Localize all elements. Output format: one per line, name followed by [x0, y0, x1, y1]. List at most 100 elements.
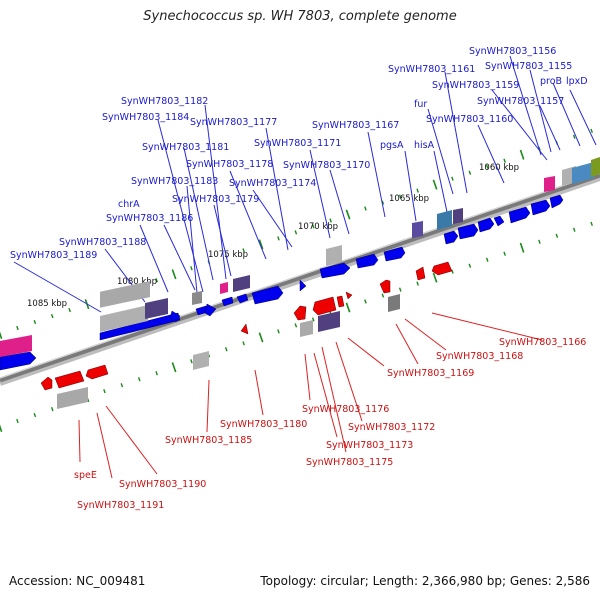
gene-label[interactable]: SynWH7803_1169: [387, 368, 474, 379]
purple-feature-block[interactable]: [318, 311, 340, 332]
gray-feature-block[interactable]: [193, 351, 209, 370]
gene-label[interactable]: SynWH7803_1171: [254, 138, 341, 149]
gene-arrow[interactable]: [236, 293, 249, 304]
scale-tick: [432, 179, 438, 190]
gene-label[interactable]: SynWH7803_1170: [283, 160, 370, 171]
gene-arrow[interactable]: [508, 206, 531, 224]
gene-label[interactable]: SynWH7803_1176: [302, 404, 389, 415]
magenta-feature-block[interactable]: [544, 176, 555, 192]
gene-label[interactable]: SynWH7803_1190: [119, 479, 206, 490]
gene-arrow[interactable]: [99, 312, 181, 341]
gene-arrow[interactable]: [54, 370, 85, 389]
gene-label[interactable]: SynWH7803_1160: [426, 114, 513, 125]
scale-tick: [468, 263, 472, 268]
gene-label[interactable]: SynWH7803_1182: [121, 96, 208, 107]
gene-arrow[interactable]: [221, 296, 234, 307]
gene-arrow[interactable]: [383, 246, 406, 262]
gene-arrow[interactable]: [293, 305, 307, 321]
backbone-highlight: [0, 172, 600, 379]
gene-label[interactable]: SynWH7803_1185: [165, 435, 252, 446]
gene-label[interactable]: SynWH7803_1178: [186, 159, 273, 170]
gray-feature-block[interactable]: [192, 291, 202, 305]
gene-label[interactable]: SynWH7803_1156: [469, 46, 556, 57]
gene-label[interactable]: pgsA: [380, 140, 404, 151]
gene-label[interactable]: hisA: [414, 140, 435, 151]
gene-label[interactable]: SynWH7803_1181: [142, 142, 229, 153]
gene-label[interactable]: SynWH7803_1161: [388, 64, 475, 75]
gene-label[interactable]: SynWH7803_1179: [172, 194, 259, 205]
purple-feature-block[interactable]: [453, 208, 463, 224]
scale-tick: [329, 218, 332, 223]
gene-arrow[interactable]: [379, 279, 391, 294]
gene-label[interactable]: SynWH7803_1168: [436, 351, 523, 362]
gene-arrow[interactable]: [312, 296, 337, 316]
gene-label[interactable]: SynWH7803_1173: [326, 440, 413, 451]
purple-feature-block[interactable]: [145, 298, 168, 319]
gene-arrow[interactable]: [355, 253, 379, 269]
gene-label[interactable]: SynWH7803_1183: [131, 176, 218, 187]
gene-label[interactable]: SynWH7803_1159: [432, 80, 519, 91]
gray-feature-block[interactable]: [57, 387, 88, 409]
gene-label[interactable]: SynWH7803_1177: [190, 117, 277, 128]
gray-feature-block[interactable]: [100, 281, 150, 308]
scale-tick: [503, 158, 506, 163]
gene-label[interactable]: SynWH7803_1186: [106, 213, 193, 224]
gene-label[interactable]: SynWH7803_1166: [499, 337, 586, 348]
gene-arrow[interactable]: [457, 223, 479, 240]
scale-tick: [572, 134, 576, 139]
gene-arrow[interactable]: [40, 376, 53, 391]
gene-arrow[interactable]: [345, 291, 353, 300]
gene-arrow[interactable]: [415, 266, 426, 281]
gray-feature-block[interactable]: [388, 294, 400, 312]
gene-arrow[interactable]: [85, 364, 109, 380]
scale-label: 1065 kbp: [389, 194, 429, 204]
scale-tick: [519, 242, 525, 253]
purple-feature-block[interactable]: [233, 275, 250, 292]
magenta-feature-block[interactable]: [0, 335, 32, 357]
gene-label[interactable]: SynWH7803_1174: [229, 178, 316, 189]
teal-feature-block[interactable]: [572, 162, 594, 184]
gene-label[interactable]: SynWH7803_1172: [348, 422, 435, 433]
magenta-feature-block[interactable]: [220, 282, 228, 294]
teal-feature-block[interactable]: [437, 210, 452, 230]
gene-label[interactable]: SynWH7803_1184: [102, 112, 189, 123]
gene-arrow[interactable]: [443, 230, 459, 245]
gene-arrow[interactable]: [169, 310, 181, 323]
gene-label[interactable]: SynWH7803_1189: [10, 250, 97, 261]
gene-arrow[interactable]: [477, 217, 495, 233]
gene-arrow[interactable]: [549, 194, 564, 209]
gene-label[interactable]: SynWH7803_1188: [59, 237, 146, 248]
gene-arrow[interactable]: [431, 261, 453, 276]
gene-arrow[interactable]: [493, 215, 505, 227]
scale-tick: [485, 164, 489, 169]
scale-label: 1070 kbp: [298, 222, 338, 232]
gene-label[interactable]: SynWH7803_1155: [485, 61, 572, 72]
gene-label[interactable]: SynWH7803_1175: [306, 457, 393, 468]
gene-label[interactable]: chrA: [118, 199, 140, 210]
olive-feature-block[interactable]: [591, 157, 600, 177]
purple-feature-block[interactable]: [412, 221, 423, 238]
gray-feature-block[interactable]: [326, 245, 342, 266]
gene-label[interactable]: proB: [540, 76, 562, 87]
gene-label[interactable]: speE: [74, 470, 97, 481]
gene-label[interactable]: SynWH7803_1157: [477, 96, 564, 107]
gene-arrow[interactable]: [240, 323, 249, 335]
gene-arrow[interactable]: [336, 295, 345, 308]
gene-label[interactable]: SynWH7803_1167: [312, 120, 399, 131]
gene-label[interactable]: SynWH7803_1191: [77, 500, 164, 511]
gene-label[interactable]: SynWH7803_1180: [220, 419, 307, 430]
gene-arrow[interactable]: [530, 199, 551, 216]
gray-feature-block[interactable]: [300, 320, 313, 337]
genome-summary-text: Topology: circular; Length: 2,366,980 bp…: [260, 574, 590, 588]
gene-arrow[interactable]: [251, 285, 284, 305]
reverse-feature-blocks: [57, 294, 400, 409]
gene-label[interactable]: lpxD: [566, 76, 588, 87]
gene-arrow[interactable]: [319, 262, 351, 279]
scale-tick: [120, 383, 124, 388]
gray-feature-block[interactable]: [100, 305, 148, 332]
gene-arrow[interactable]: [299, 279, 307, 292]
gene-label[interactable]: fur: [414, 99, 427, 110]
gene-arrow[interactable]: [204, 303, 217, 317]
gene-arrow[interactable]: [0, 351, 37, 371]
scale-tick: [242, 341, 245, 346]
